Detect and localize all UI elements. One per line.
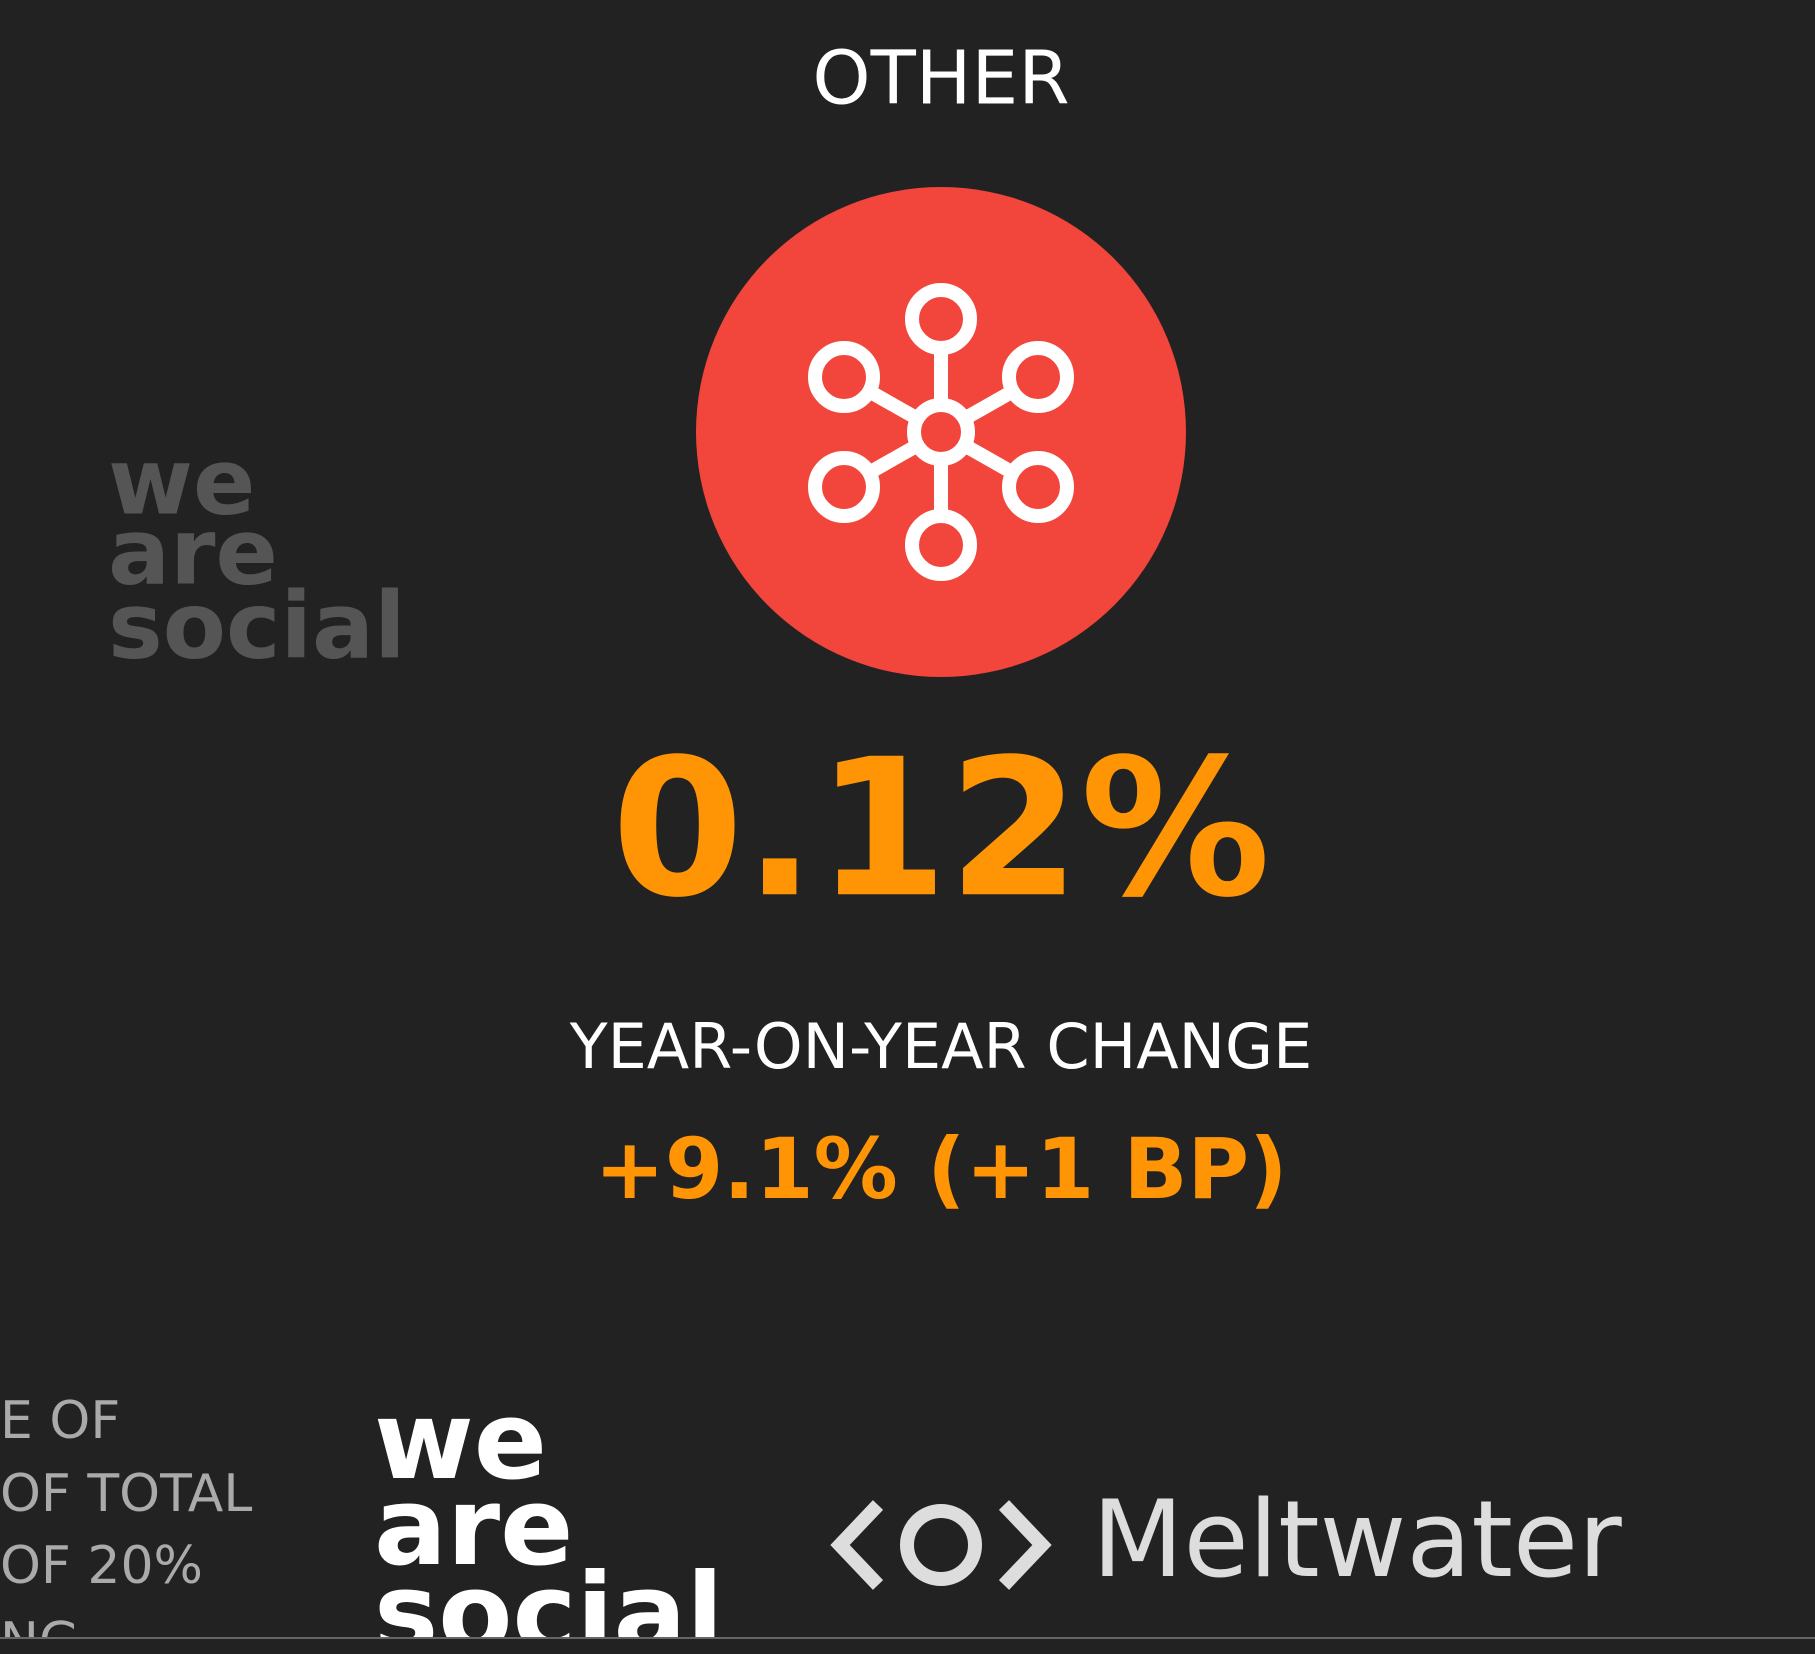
- partner-logo: Meltwater: [830, 1478, 1622, 1601]
- side-text-line: E OF: [0, 1391, 120, 1451]
- watermark-line: we: [108, 428, 255, 535]
- side-text-line: OF 20%: [0, 1536, 203, 1596]
- footer-logo: we are social: [374, 1379, 723, 1654]
- footer-logo-line: we: [374, 1379, 547, 1504]
- side-text-line: OF TOTAL: [0, 1464, 252, 1524]
- watermark-line: are: [108, 498, 278, 605]
- change-label: YEAR-ON-YEAR CHANGE: [569, 1010, 1313, 1083]
- footer-logo-line: are: [374, 1465, 573, 1590]
- bottom-mask: [0, 1638, 1815, 1654]
- footer-logo-line: social: [374, 1551, 723, 1654]
- title: OTHER: [812, 36, 1069, 122]
- platform-icon: [696, 187, 1186, 677]
- partner-name: Meltwater: [1092, 1478, 1622, 1601]
- watermark-line: social: [108, 572, 406, 679]
- watermark: we are social: [108, 428, 406, 679]
- change-value: +9.1% (+1 BP): [594, 1120, 1287, 1218]
- stat-value: 0.12%: [611, 718, 1270, 939]
